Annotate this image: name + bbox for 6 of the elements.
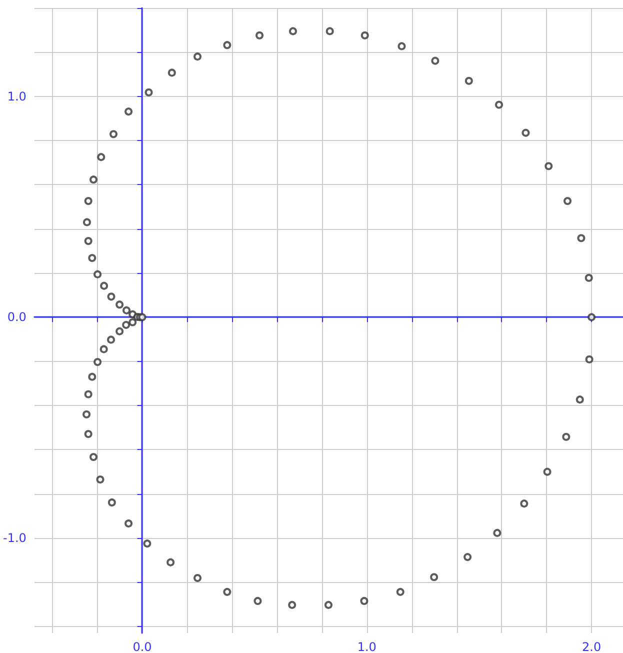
y-tick-label: 0.0 — [7, 310, 26, 324]
y-tick-label: 1.0 — [7, 89, 26, 104]
x-tick-label: 2.0 — [582, 640, 602, 653]
x-tick-label: 0.0 — [132, 640, 152, 653]
y-tick-label: -1.0 — [2, 531, 26, 546]
x-tick-label: 1.0 — [357, 640, 376, 653]
